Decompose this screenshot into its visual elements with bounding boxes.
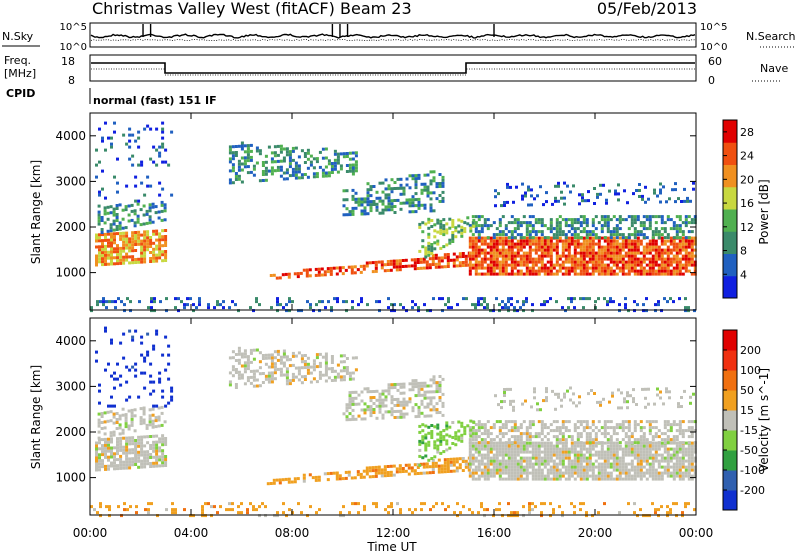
velocity-ylabel: Slant Range [km] (29, 365, 43, 469)
freq-trace (91, 62, 695, 74)
nsky-label: N.Sky (2, 30, 34, 43)
power-heatmap (90, 121, 697, 313)
colorbar-segment (723, 209, 737, 232)
colorbar-tick-label: -100 (740, 464, 765, 477)
nsky-tick-bottom: 10^0 (60, 42, 87, 53)
velocity-colorbar-label: Velocity [m s^-1] (757, 368, 771, 472)
colorbar-segment (723, 410, 737, 431)
date-label: 05/Feb/2013 (597, 0, 697, 18)
colorbar-tick-label: 16 (740, 197, 754, 210)
velocity-panel-frame (89, 317, 697, 516)
x-tick-label: 08:00 (275, 526, 310, 540)
colorbar-segment (723, 120, 737, 143)
figure-title: Christmas Valley West (fitACF) (92, 0, 335, 18)
colorbar-tick-label: 24 (740, 150, 754, 163)
freq-panel (89, 54, 697, 82)
y-tick-label: 4000 (55, 129, 86, 143)
freq-label: Freq. (4, 54, 31, 67)
nsearch-tick-bottom: 10^0 (700, 42, 727, 53)
nave-trace (91, 68, 695, 76)
power-y-axis: 1000 2000 3000 4000 (55, 129, 696, 280)
nsearch-trace (90, 38, 696, 42)
colorbar-tick-label: 100 (740, 364, 761, 377)
y-tick-label: 3000 (55, 174, 86, 188)
colorbar-segment (723, 142, 737, 165)
colorbar-segment (723, 490, 737, 511)
colorbar-segment (723, 275, 737, 299)
velocity-colorbar: 200 100 50 15 -15 -50 -100 -200 (722, 329, 765, 511)
y-tick-label: 1000 (55, 266, 86, 280)
velocity-y-axis: 1000 2000 3000 4000 (55, 334, 696, 485)
colorbar-segment (723, 164, 737, 188)
colorbar-tick-label: 50 (740, 384, 754, 397)
colorbar-tick-label: 4 (740, 268, 747, 281)
colorbar-tick-label: -200 (740, 484, 765, 497)
time-axis: 00:00 04:00 08:00 12:00 16:00 20:00 00:00 (73, 113, 714, 540)
freq-tick-bottom: 8 (68, 74, 75, 87)
cpid-label: CPID (6, 87, 35, 100)
colorbar-segment (723, 370, 737, 391)
colorbar-tick-label: 28 (740, 126, 754, 139)
x-tick-label: 16:00 (477, 526, 512, 540)
colorbar-segment (723, 231, 737, 254)
nsky-tick-top: 10^5 (60, 22, 87, 33)
nsearch-tick-top: 10^5 (700, 22, 727, 33)
nsearch-label: N.Search (746, 30, 796, 43)
x-tick-label: 04:00 (174, 526, 209, 540)
x-tick-label: 00:00 (73, 526, 108, 540)
velocity-heatmap (90, 326, 697, 518)
colorbar-segment (723, 350, 737, 371)
y-tick-label: 3000 (55, 379, 86, 393)
y-tick-label: 2000 (55, 425, 86, 439)
colorbar-tick-label: -15 (740, 424, 758, 437)
colorbar-tick-label: 8 (740, 245, 747, 258)
colorbar-tick-label: -50 (740, 444, 758, 457)
x-tick-label: 00:00 (679, 526, 714, 540)
nsky-panel (89, 22, 697, 48)
colorbar-segment (723, 253, 737, 277)
colorbar-tick-label: 15 (740, 404, 754, 417)
nave-label: Nave (760, 62, 788, 75)
power-colorbar-label: Power [dB] (757, 179, 771, 244)
power-colorbar: 4 8 12 16 20 24 28 (722, 119, 754, 299)
colorbar-segment (723, 450, 737, 471)
colorbar-tick-label: 200 (740, 344, 761, 357)
nsky-trace (90, 33, 696, 39)
nave-tick-bottom: 0 (708, 74, 715, 87)
freq-unit: [MHz] (4, 67, 36, 80)
y-tick-label: 2000 (55, 220, 86, 234)
x-tick-label: 20:00 (578, 526, 613, 540)
colorbar-segment (723, 430, 737, 451)
x-tick-label: 12:00 (376, 526, 411, 540)
colorbar-segment (723, 186, 737, 210)
nave-tick-top: 60 (708, 55, 722, 68)
beam-label: Beam 23 (340, 0, 412, 18)
colorbar-tick-label: 20 (740, 173, 754, 186)
colorbar-tick-label: 12 (740, 221, 754, 234)
power-panel-frame (89, 112, 697, 311)
freq-tick-top: 18 (61, 55, 75, 68)
power-ylabel: Slant Range [km] (29, 160, 43, 264)
y-tick-label: 1000 (55, 471, 86, 485)
colorbar-segment (723, 330, 737, 351)
colorbar-segment (723, 470, 737, 491)
colorbar-segment (723, 390, 737, 411)
y-tick-label: 4000 (55, 334, 86, 348)
cpid-text: normal (fast) 151 IF (93, 94, 217, 107)
x-axis-label: Time UT (366, 540, 417, 554)
